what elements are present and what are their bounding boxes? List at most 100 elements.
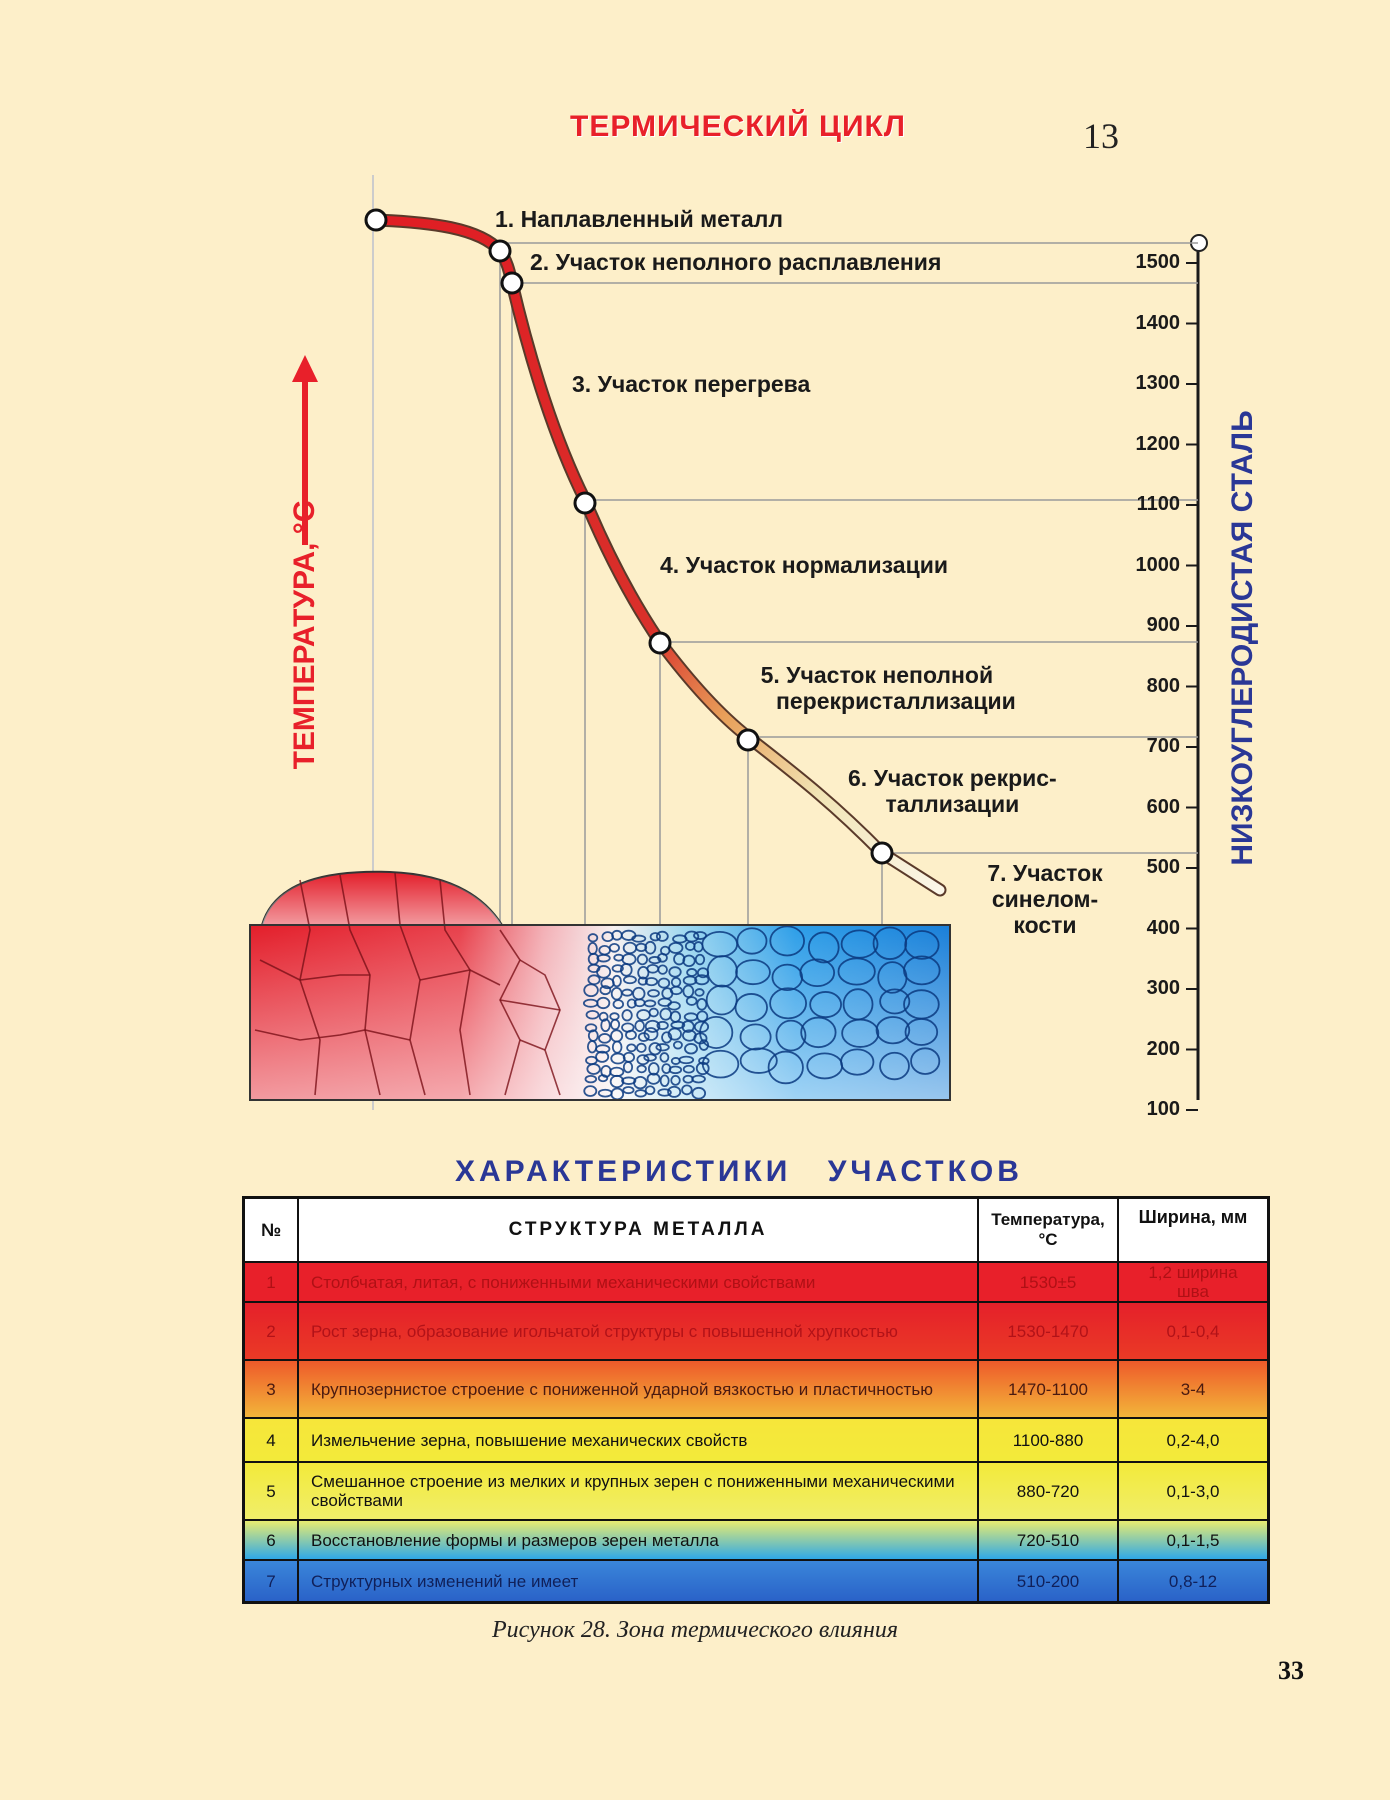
zone-label-7: 7. Участок синелом- кости xyxy=(987,860,1103,938)
row-width: 0,1-1,5 xyxy=(1117,1519,1270,1561)
axis-tick-label: 600 xyxy=(1146,795,1180,818)
zone-marker-2b xyxy=(500,271,524,295)
fine-grain xyxy=(584,1074,598,1084)
fine-grain xyxy=(667,1085,682,1098)
axis-tick-label: 1000 xyxy=(1135,553,1181,576)
row-structure: Структурных изменений не имеет xyxy=(297,1559,979,1604)
header-structure: СТРУКТУРА МЕТАЛЛА xyxy=(297,1196,979,1263)
row-number: 4 xyxy=(242,1417,299,1463)
fine-grain xyxy=(670,1074,681,1086)
row-temperature: 880-720 xyxy=(977,1461,1119,1521)
table-row: 3 Крупнозернистое строение с пониженной у… xyxy=(242,1359,1270,1419)
table-header-row: № СТРУКТУРА МЕТАЛЛА Температура, °С Шири… xyxy=(242,1196,1270,1263)
row-structure: Смешанное строение из мелких и крупных з… xyxy=(297,1461,979,1521)
fine-grain xyxy=(637,966,650,980)
fine-grain xyxy=(600,1018,611,1033)
fine-grain xyxy=(625,1029,637,1041)
coarse-grain xyxy=(809,991,842,1019)
metal-structure-illustration xyxy=(249,870,951,1101)
temperature-arrow-icon xyxy=(292,355,318,545)
row-temperature: 1530±5 xyxy=(977,1261,1119,1303)
row-width: 0,1-0,4 xyxy=(1117,1301,1270,1361)
fine-grain xyxy=(655,930,669,942)
fine-grain xyxy=(643,1053,657,1062)
fine-grain xyxy=(636,1054,650,1066)
fine-grain xyxy=(611,974,622,988)
row-width: 0,1-3,0 xyxy=(1117,1461,1270,1521)
fine-grain xyxy=(596,953,611,963)
row-width: 1,2 ширина шва xyxy=(1117,1261,1270,1303)
figure-caption: Рисунок 28. Зона термического влияния xyxy=(491,1617,899,1643)
fine-grain xyxy=(672,1040,683,1050)
zone-marker-3 xyxy=(573,491,597,515)
fine-grain xyxy=(586,1063,601,1075)
coarse-grain xyxy=(767,1050,804,1085)
table-row: 6 Восстановление формы и размеров зерен м… xyxy=(242,1519,1270,1561)
fine-grain xyxy=(694,974,710,986)
row-number: 5 xyxy=(242,1461,299,1521)
zone-markers xyxy=(364,208,894,865)
fine-grain xyxy=(583,1085,598,1097)
fine-grain xyxy=(626,998,637,1009)
fine-grain xyxy=(610,1018,621,1031)
coarse-grain xyxy=(840,1048,875,1076)
fine-grain xyxy=(643,1027,659,1041)
coarse-grain xyxy=(841,1018,880,1048)
coarse-grain xyxy=(903,955,941,986)
row-temperature: 1470-1100 xyxy=(977,1359,1119,1419)
zone-marker-5 xyxy=(736,728,760,752)
fine-grain xyxy=(595,1044,611,1054)
row-structure: Измельчение зерна, повышение механически… xyxy=(297,1417,979,1463)
row-structure: Крупнозернистое строение с пониженной уд… xyxy=(297,1359,979,1419)
fine-grain xyxy=(621,1009,633,1022)
header-temperature: Температура, °С xyxy=(977,1196,1119,1263)
header-num: № xyxy=(242,1196,299,1263)
axis-tick-label: 1100 xyxy=(1136,493,1180,515)
coarse-grain xyxy=(699,1015,734,1049)
coarse-grain xyxy=(769,987,808,1020)
fine-grain xyxy=(655,1043,670,1052)
fine-grain xyxy=(633,1075,648,1090)
coarse-grain xyxy=(769,925,805,957)
fine-grain xyxy=(694,953,706,966)
fine-grain xyxy=(611,964,624,973)
fine-grain xyxy=(682,975,698,986)
temperature-axis-label: ТЕМПЕРАТУРА, °С xyxy=(288,500,321,770)
coarse-grain xyxy=(739,1047,778,1074)
axis-tick-label: 100 xyxy=(1146,1098,1180,1120)
table-section-title: ХАРАКТЕРИСТИКИ УЧАСТКОВ xyxy=(455,1155,1023,1188)
drop-lines xyxy=(499,251,883,925)
fine-grain xyxy=(634,1019,645,1032)
fine-grain xyxy=(631,934,647,943)
coarse-grain xyxy=(739,1023,772,1051)
row-width: 0,8-12 xyxy=(1117,1559,1270,1604)
row-width: 3-4 xyxy=(1117,1359,1270,1419)
figure-number: 13 xyxy=(1083,116,1119,156)
row-temperature: 720-510 xyxy=(977,1519,1119,1561)
axis-tick-label: 400 xyxy=(1146,916,1180,939)
row-number: 3 xyxy=(242,1359,299,1419)
axis-tick-label: 200 xyxy=(1146,1037,1180,1060)
fine-grain xyxy=(678,1055,695,1065)
fine-grain xyxy=(685,996,698,1006)
fine-grain xyxy=(595,1050,610,1063)
fine-grain xyxy=(622,1061,634,1074)
coarse-grain xyxy=(800,1016,837,1049)
grain-boundary xyxy=(499,999,561,1011)
zone-label-3: 3. Участок перегрева xyxy=(572,371,811,397)
axis-tick-label: 1200 xyxy=(1135,432,1181,455)
fine-grain xyxy=(583,983,599,998)
fine-grain xyxy=(644,977,659,987)
fine-grain xyxy=(648,1007,659,1018)
fine-grain xyxy=(609,1074,625,1089)
axis-tick-label: 1500 xyxy=(1135,251,1181,273)
page-number: 33 xyxy=(1278,1656,1304,1685)
row-number: 1 xyxy=(242,1261,299,1303)
fine-grain xyxy=(657,964,668,975)
coarse-grain xyxy=(807,931,840,964)
coarse-grain xyxy=(734,993,768,1023)
zone-label-4: 4. Участок нормализации xyxy=(660,552,949,578)
coarse-grain xyxy=(705,984,738,1016)
fine-grain xyxy=(668,1065,683,1075)
